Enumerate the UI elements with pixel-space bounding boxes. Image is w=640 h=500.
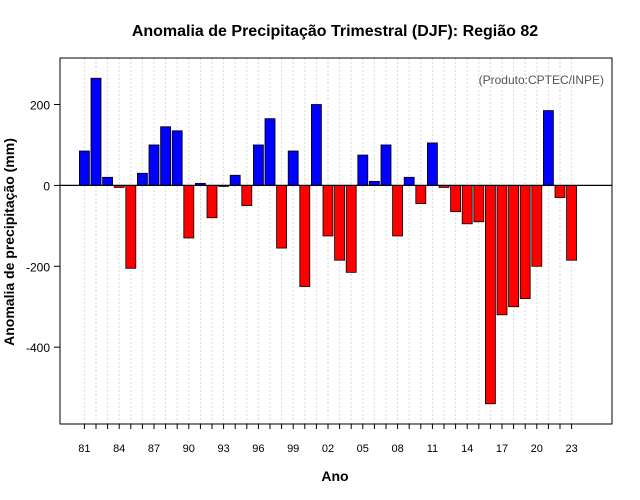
x-axis: 81 84 87 90 93 96 99 02 05 08 11 14 17 20 23 [78,424,578,455]
bar-2014 [461,184,473,225]
x-tick-label: 14 [461,443,473,455]
x-tick-label: 93 [217,443,229,455]
bars [79,77,577,405]
plot-frame [59,57,613,425]
bar-1981 [79,150,90,186]
x-tick-label: 99 [287,443,299,455]
bar-2008 [392,184,404,237]
bar-2002 [322,184,334,237]
bar-1986 [136,172,148,186]
bar-2006 [368,180,380,186]
bar-2017 [496,184,508,316]
bar-2019 [519,184,531,300]
source-annotation: (Produto:CPTEC/INPE) [479,73,604,87]
x-tick-label: 02 [322,443,334,455]
x-tick-label: 84 [113,443,125,455]
bar-1999 [287,150,299,186]
bar-2005 [357,154,369,186]
bar-2022 [554,184,566,198]
bar-2000 [299,184,311,287]
bar-1995 [241,184,253,207]
y-axis: -400 -200 0 200 [26,99,60,355]
bar-1983 [102,176,113,186]
bar-1985 [125,184,137,269]
chart-title: Anomalia de Precipitação Trimestral (DJF… [132,23,538,40]
bar-1982 [90,77,102,186]
bar-2007 [380,144,392,186]
bar-2018 [508,184,520,308]
y-tick-label: -400 [26,341,50,355]
bar-2011 [426,142,438,186]
x-tick-label: 81 [78,443,90,455]
bar-2013 [450,184,462,213]
bar-2004 [345,184,357,273]
bar-1994 [229,174,241,186]
bar-1990 [183,184,195,239]
bar-1987 [148,144,160,186]
bar-2010 [415,184,427,204]
x-tick-label: 96 [252,443,264,455]
bar-2021 [543,110,554,186]
x-tick-label: 11 [427,443,438,455]
x-tick-label: 05 [357,443,369,455]
x-tick-label: 08 [391,443,403,455]
y-tick-label: 0 [43,179,50,193]
bar-2016 [484,184,496,405]
bar-2015 [473,184,485,223]
x-tick-label: 20 [531,443,543,455]
y-tick-label: 200 [30,99,50,113]
bar-1992 [206,184,218,219]
bar-2001 [310,104,322,186]
bar-1998 [276,184,288,249]
bar-2009 [403,176,415,186]
x-tick-label: 17 [496,443,508,455]
bar-2003 [334,184,346,261]
bar-1988 [160,126,172,186]
bar-2020 [531,184,543,267]
y-tick-label: -200 [26,260,50,274]
x-tick-label: 90 [183,443,195,455]
x-tick-label: 23 [565,443,577,455]
x-tick-label: 87 [148,443,160,455]
y-axis-title: Anomalia de precipitação (mm) [1,138,17,346]
bar-1996 [252,144,264,186]
x-axis-title: Ano [321,468,348,484]
bar-1997 [264,118,276,186]
bar-1989 [171,130,183,186]
bar-2023 [566,184,577,261]
